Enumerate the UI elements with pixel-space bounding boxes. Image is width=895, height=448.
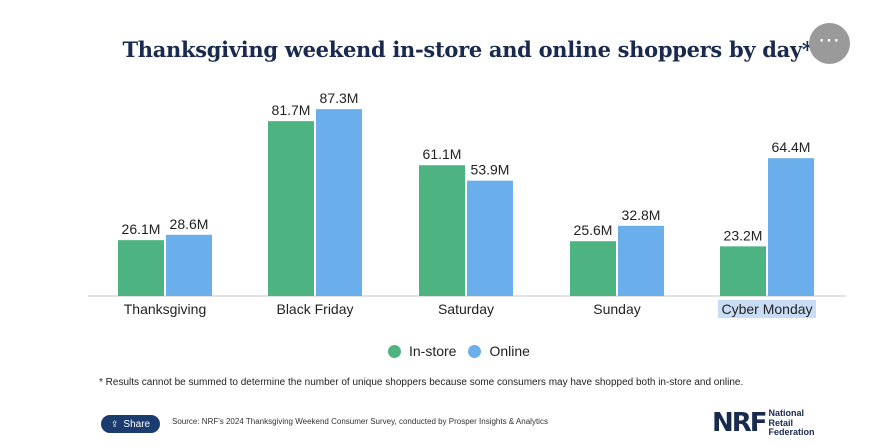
logo-line-3: Federation xyxy=(768,427,815,437)
bar-saturday-in-store xyxy=(419,165,465,296)
data-label-saturday-online: 53.9M xyxy=(471,162,510,178)
data-label-black-friday-online: 87.3M xyxy=(320,90,359,106)
legend-item-in-store: In-store xyxy=(388,343,456,359)
x-tick-label-cyber-monday: Cyber Monday xyxy=(721,301,812,317)
data-label-thanksgiving-in-store: 26.1M xyxy=(122,221,161,237)
logo-mark: NRF xyxy=(712,408,768,439)
x-tick-label-saturday: Saturday xyxy=(438,301,494,317)
tick-highlight-cyber-monday xyxy=(718,300,816,318)
data-label-saturday-in-store: 61.1M xyxy=(423,146,462,162)
data-label-black-friday-in-store: 81.7M xyxy=(272,102,311,118)
data-label-cyber-monday-online: 64.4M xyxy=(772,139,811,155)
data-label-sunday-online: 32.8M xyxy=(622,207,661,223)
data-label-cyber-monday-in-store: 23.2M xyxy=(724,227,763,243)
bar-sunday-online xyxy=(618,225,664,296)
share-button[interactable]: ⇪ Share xyxy=(101,415,160,433)
x-tick-label-thanksgiving: Thanksgiving xyxy=(124,301,207,317)
bar-black-friday-online xyxy=(316,109,362,296)
legend-label-online: Online xyxy=(489,343,530,359)
data-label-sunday-in-store: 25.6M xyxy=(574,222,613,238)
nrf-logo: NRF National Retail Federation xyxy=(712,408,815,439)
bar-sunday-in-store xyxy=(570,241,616,296)
legend-item-online: Online xyxy=(468,343,530,359)
bar-thanksgiving-online xyxy=(166,234,212,296)
data-label-thanksgiving-online: 28.6M xyxy=(170,216,209,232)
share-label: Share xyxy=(123,418,151,430)
share-icon: ⇪ xyxy=(110,418,119,429)
legend-swatch-online xyxy=(468,344,482,358)
source-note: Source: NRF's 2024 Thanksgiving Weekend … xyxy=(172,417,548,426)
x-tick-label-sunday: Sunday xyxy=(593,301,640,317)
bar-cyber-monday-online xyxy=(768,158,814,296)
more-options-button[interactable]: ⋯ xyxy=(809,23,850,64)
bar-cyber-monday-in-store xyxy=(720,246,766,296)
legend-swatch-in-store xyxy=(388,344,401,358)
x-tick-label-black-friday: Black Friday xyxy=(276,301,353,317)
bar-thanksgiving-in-store xyxy=(118,240,164,296)
legend: In-store Online xyxy=(388,343,530,359)
legend-label-in-store: In-store xyxy=(409,343,457,359)
logo-line-1: National xyxy=(768,408,805,418)
chart-title: Thanksgiving weekend in-store and online… xyxy=(122,37,813,62)
footnote: * Results cannot be summed to determine … xyxy=(99,377,744,388)
logo-line-2: Retail xyxy=(768,417,794,428)
bar-chart: 26.1M 28.6M Thanksgiving 81.7M 87.3M Black Fr… xyxy=(88,90,846,318)
bar-black-friday-in-store xyxy=(268,121,314,296)
bar-saturday-online xyxy=(467,180,513,296)
